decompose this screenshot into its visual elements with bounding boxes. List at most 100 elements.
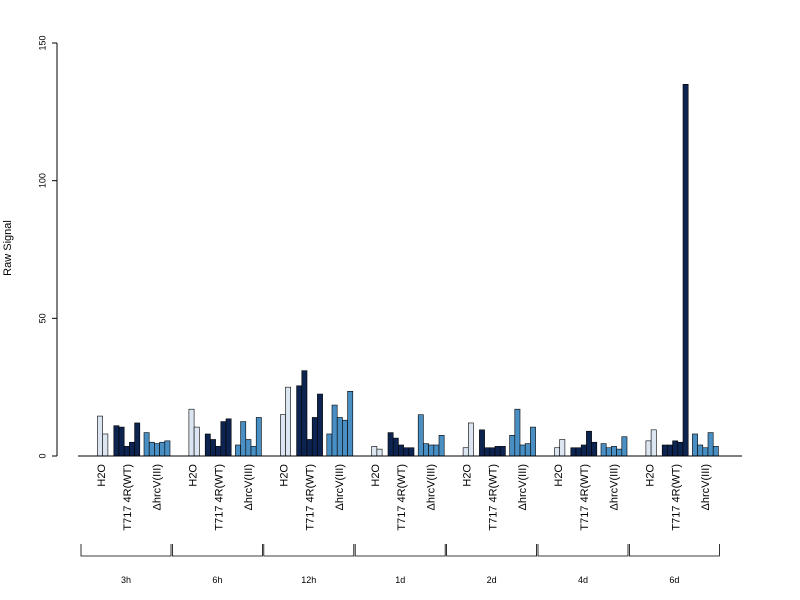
time-group-label: 3h xyxy=(121,575,131,585)
bar xyxy=(220,421,227,457)
bar xyxy=(188,408,195,457)
condition-label: T717 4R(WT) xyxy=(579,464,591,531)
y-axis: 0 50 100 150 xyxy=(37,35,58,459)
bar xyxy=(336,417,343,457)
bar xyxy=(650,429,657,457)
bar xyxy=(438,435,445,457)
bar xyxy=(672,440,679,457)
condition-label: H2O xyxy=(279,464,291,487)
time-bracket xyxy=(354,544,446,557)
bar xyxy=(417,414,424,457)
bar xyxy=(240,421,247,457)
bar xyxy=(645,440,652,457)
bar xyxy=(250,446,257,457)
condition-label: ΔhrcV(III) xyxy=(426,464,438,510)
bar xyxy=(692,433,698,457)
bar xyxy=(403,447,410,457)
condition-label: ΔhrcV(III) xyxy=(334,464,346,510)
bar xyxy=(509,435,516,457)
bar xyxy=(311,417,318,457)
condition-label: T717 4R(WT) xyxy=(305,464,317,531)
condition-label: ΔhrcV(III) xyxy=(151,464,163,510)
bar xyxy=(605,447,612,457)
bar xyxy=(113,425,120,457)
bar xyxy=(342,419,348,457)
bar xyxy=(285,386,291,457)
bar xyxy=(296,385,303,457)
bar xyxy=(621,436,628,457)
bar xyxy=(387,432,394,457)
time-group-label: 2d xyxy=(487,575,497,585)
bar xyxy=(462,447,469,457)
bar xyxy=(255,417,262,457)
condition-labels: H2O T717 4R(WT) ΔhrcV(III) H2O T717 4R(WT) Δh… xyxy=(96,464,712,531)
bar xyxy=(245,439,252,457)
time-bracket xyxy=(80,544,172,557)
bar xyxy=(677,441,684,457)
bar xyxy=(611,446,617,457)
bar xyxy=(392,437,399,457)
bar xyxy=(707,432,714,457)
bar xyxy=(570,447,577,457)
bar xyxy=(712,446,719,457)
condition-label: H2O xyxy=(644,464,656,487)
condition-label: H2O xyxy=(553,464,565,487)
time-bracket xyxy=(172,544,263,557)
bar xyxy=(467,422,474,457)
bar xyxy=(428,444,435,457)
bar xyxy=(494,446,501,457)
condition-label: T717 4R(WT) xyxy=(396,464,408,531)
bar xyxy=(591,441,598,457)
bar xyxy=(519,444,526,457)
condition-label: H2O xyxy=(187,464,199,487)
bar xyxy=(123,446,130,457)
bar xyxy=(317,393,323,457)
bar xyxy=(600,443,607,457)
time-bracket xyxy=(629,544,720,557)
bar xyxy=(97,415,103,457)
bar xyxy=(371,446,378,457)
bar xyxy=(580,444,587,457)
condition-label: ΔhrcV(III) xyxy=(243,464,255,510)
bar xyxy=(575,447,582,457)
condition-label: ΔhrcV(III) xyxy=(700,464,712,510)
bar xyxy=(143,432,150,457)
bar xyxy=(479,429,485,457)
bar xyxy=(347,390,354,457)
y-axis-label: Raw Signal xyxy=(2,220,14,276)
time-group-label: 1d xyxy=(395,575,405,585)
bar xyxy=(423,443,429,457)
y-tick-label: 100 xyxy=(37,173,47,188)
bar xyxy=(433,444,440,457)
bar xyxy=(530,426,536,457)
time-bracket xyxy=(446,544,537,557)
condition-label: ΔhrcV(III) xyxy=(608,464,620,510)
bar xyxy=(376,448,383,457)
bar xyxy=(118,426,125,457)
bar xyxy=(616,448,623,457)
bar xyxy=(225,418,232,457)
condition-label: ΔhrcV(III) xyxy=(517,464,529,510)
time-group-label: 4d xyxy=(578,575,588,585)
bar xyxy=(554,447,560,457)
bar xyxy=(697,444,704,457)
bar xyxy=(210,439,216,457)
bar xyxy=(306,439,313,457)
bar xyxy=(682,84,689,457)
bar xyxy=(129,441,135,457)
bar xyxy=(301,370,308,457)
time-group-brackets: 3h 6h 12h 1d 2d 4d 6d xyxy=(80,544,720,585)
condition-label: T717 4R(WT) xyxy=(670,464,682,531)
bar xyxy=(586,430,592,457)
bars-layer xyxy=(97,84,719,457)
time-bracket xyxy=(537,544,629,557)
bar xyxy=(154,443,160,457)
bar xyxy=(702,447,709,457)
y-tick-label: 150 xyxy=(37,35,47,50)
condition-label: H2O xyxy=(462,464,474,487)
bar xyxy=(148,441,155,457)
bar xyxy=(398,444,404,457)
condition-label: H2O xyxy=(370,464,382,487)
bar xyxy=(134,422,141,457)
